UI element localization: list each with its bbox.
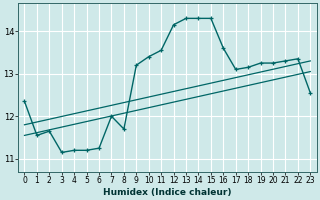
X-axis label: Humidex (Indice chaleur): Humidex (Indice chaleur) xyxy=(103,188,232,197)
